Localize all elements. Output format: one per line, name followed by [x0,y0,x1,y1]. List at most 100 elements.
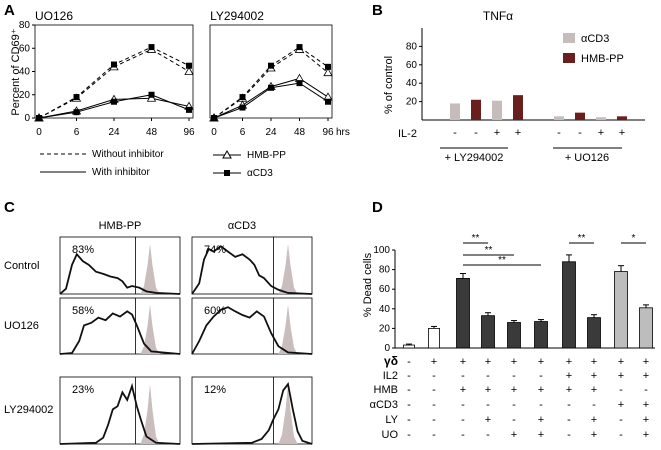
panel-label-c: C [4,199,15,216]
panel-a2-point [323,67,333,77]
panel-d-condition-sign: - [567,429,571,441]
panel-b-il2-label: IL-2 [398,128,417,140]
panel-a-y-label: Percent of CD69⁺ [10,28,22,115]
panel-d-condition-sign: + [643,414,649,426]
histogram-control-peak [278,384,298,444]
panel-d-bar [562,261,576,349]
panel-a2-title: LY294002 [210,9,264,23]
histogram-frame [59,376,181,445]
panel-d-significance-label: ** [578,233,586,244]
panel-b-il2-sign: - [557,127,561,139]
panel-d-bar [428,327,440,349]
panel-d-condition-sign: - [592,399,596,411]
histogram-curve [191,245,313,295]
panel-b-bar [471,99,481,120]
panel-d-condition-sign: + [538,384,544,396]
panel-d-condition-sign: + [538,429,544,441]
panel-d-condition-sign: - [407,356,411,368]
panel-b-y-label: % of control [383,56,395,114]
panel-d-row-label: γδ [384,354,398,368]
panel-b-il2-sign: + [515,127,521,139]
panel-d-condition-sign: + [460,356,466,368]
histogram-curve [59,310,181,355]
panel-label-b: B [372,2,383,19]
panel-b-y-tick-label: 80 [406,41,418,52]
panel-d-condition-sign: + [431,356,437,368]
panel-d-condition-sign: - [432,370,436,382]
legend-b-hmb-swatch [563,53,575,63]
legend-without-inhibitor: Without inhibitor [92,149,164,160]
histogram-percentage: 23% [72,384,94,396]
panel-b-il2-sign: + [619,127,625,139]
panel-d-y-tick-label: 0 [384,343,390,354]
panel-d-condition-sign: - [567,399,571,411]
panel-d-bar [507,322,521,349]
histogram-curve [59,252,181,295]
panel-d-condition-sign: + [538,414,544,426]
panel-a-x-tick-label: 96 [322,127,334,138]
panel-d-condition-sign: + [643,399,649,411]
panel-d-condition-sign: - [461,429,465,441]
panel-a: Percent of CD69⁺ UO126 LY294002 hrs With… [10,9,350,179]
group-uo-label: + UO126 [565,152,609,164]
panel-d-significance-label: ** [472,233,480,244]
panel-d-significance-label: ** [485,245,493,256]
histogram-curve [59,382,181,445]
panel-d-condition-sign: - [644,384,648,396]
panel-b-y-tick-label: 40 [406,78,418,89]
legend-hmb-pp: HMB-PP [247,150,286,161]
panel-d-condition-sign: - [512,414,516,426]
legend-b-hmb: HMB-PP [581,53,624,65]
panel-b-bar [492,100,502,120]
histogram-curve [191,306,313,355]
legend-acd3-marker [224,170,230,176]
panel-d-condition-sign: + [618,356,624,368]
legend-with-inhibitor: With inhibitor [92,167,150,178]
histogram-control-peak [278,243,298,294]
panel-a1-point [111,98,117,105]
panel-label-a: A [4,2,15,19]
panel-d-condition-sign: + [643,356,649,368]
panel-d-condition-sign: - [539,399,543,411]
panel-d-condition-sign: - [407,384,411,396]
panel-d-condition-sign: + [511,356,517,368]
legend-b-acd3-swatch [563,33,575,43]
panel-b-il2-sign: - [578,127,582,139]
panel-d-condition-sign: + [485,384,491,396]
panel-d-condition-sign: + [460,384,466,396]
panel-a-x-tick-label: 24 [108,127,120,138]
panel-a1-point [36,115,42,121]
panel-b-il2-sign: - [453,127,457,139]
panel-a1-point [148,44,155,51]
panel-c-row-ly294002: LY294002 [4,404,53,416]
histogram-curve [191,381,313,445]
panel-d-condition-sign: - [619,429,623,441]
panel-c-col-title-hmb: HMB-PP [99,220,142,232]
group-ly-label: + LY294002 [445,152,504,164]
panel-d-condition-sign: - [432,384,436,396]
panel-d-condition-sign: - [407,399,411,411]
panel-a1-point [184,66,194,75]
panel-d-row-label: IL2 [383,370,398,382]
panel-d-bar [614,271,628,349]
panel-a1-point [73,94,80,101]
panel-a1-point [73,109,80,116]
panel-a1-point [148,91,155,98]
panel-d-condition-sign: - [432,399,436,411]
panel-d-condition-sign: + [643,429,649,441]
histogram-percentage: 83% [72,244,94,256]
panel-d-condition-sign: - [486,399,490,411]
panel-a-x-tick-label: 6 [74,127,80,138]
panel-d-y-tick-label: 60 [379,284,391,295]
panel-b-title: TNFα [483,9,513,23]
panel-a-x-tick-label: 48 [294,127,306,138]
panel-d-condition-sign: - [619,414,623,426]
histogram-control-peak [140,243,160,294]
panel-d-y-tick-label: 20 [379,323,391,334]
panel-d-condition-sign: - [486,370,490,382]
panel-b-il2-sign: - [474,127,478,139]
histogram-percentage: 58% [72,305,94,317]
panel-a-x-tick-label: 48 [146,127,158,138]
panel-a2-series-line [213,48,329,119]
